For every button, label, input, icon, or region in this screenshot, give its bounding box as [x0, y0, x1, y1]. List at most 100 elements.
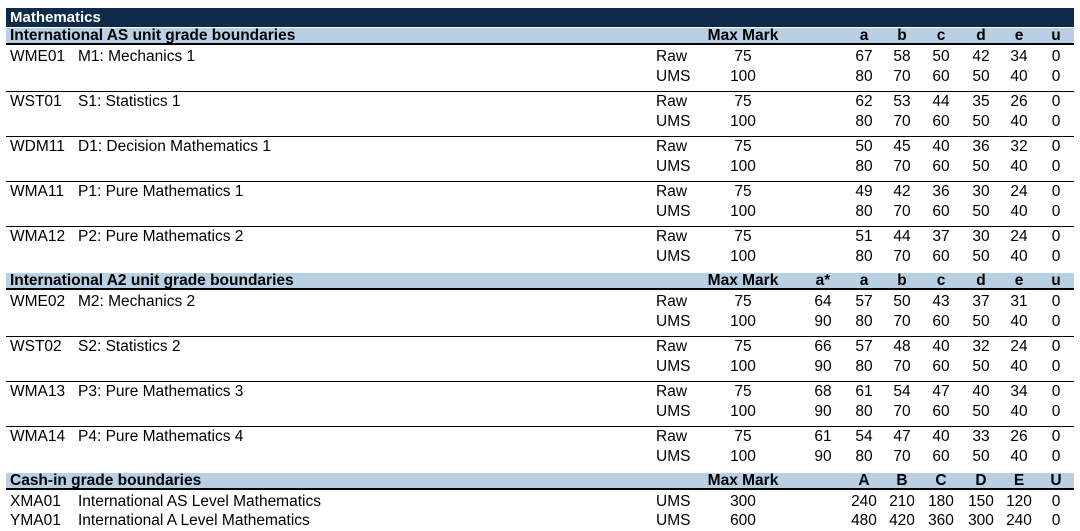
grade-value: 70 [893, 403, 911, 420]
grade-value: 80 [855, 203, 873, 220]
grade-value: 60 [932, 248, 950, 265]
grade-value: 50 [932, 48, 950, 65]
grade-value: 47 [893, 428, 911, 445]
grade-value: 62 [855, 93, 873, 110]
grade-value: 50 [972, 403, 990, 420]
grade-value: 70 [893, 313, 911, 330]
grade-value: 40 [1010, 158, 1028, 175]
grade-value: 50 [893, 293, 911, 310]
unit-name: M1: Mechanics 1 [78, 48, 196, 65]
mark-type: UMS [656, 68, 691, 85]
grade-value: 53 [893, 93, 911, 110]
max-mark: 100 [730, 358, 756, 375]
unit-code: WDM11 [10, 138, 65, 155]
grade-value: 32 [1010, 138, 1028, 155]
grade-value: 0 [1051, 138, 1061, 155]
unit-code: WMA13 [10, 383, 66, 400]
grade-value: 80 [855, 358, 873, 375]
grade-value: 90 [814, 448, 832, 465]
grade-value: 47 [932, 383, 950, 400]
grade-value: 35 [972, 93, 990, 110]
mark-type: Raw [656, 428, 688, 445]
mark-type: UMS [656, 313, 691, 330]
grade-value: 70 [893, 203, 911, 220]
mark-type: UMS [656, 113, 691, 130]
mark-type: UMS [656, 358, 691, 375]
grade-value: 0 [1051, 493, 1061, 510]
max-mark: 100 [730, 203, 756, 220]
section-header [6, 273, 1074, 290]
grade-value: 49 [855, 183, 873, 200]
grade-value: 90 [814, 313, 832, 330]
grade-value: 44 [932, 93, 950, 110]
grade-value: 40 [1010, 403, 1028, 420]
max-mark: 100 [730, 68, 756, 85]
grade-value: 61 [814, 428, 832, 445]
mark-type: Raw [656, 138, 688, 155]
mark-type: Raw [656, 228, 688, 245]
max-mark-header: Max Mark [707, 27, 779, 44]
grade-value: 36 [932, 183, 950, 200]
grade-value: 50 [972, 203, 990, 220]
grade-header: E [1013, 472, 1025, 489]
grade-value: 120 [1006, 493, 1032, 510]
grade-value: 70 [893, 448, 911, 465]
grade-value: 50 [972, 448, 990, 465]
grade-value: 60 [932, 203, 950, 220]
grade-value: 33 [972, 428, 990, 445]
grade-value: 40 [1010, 248, 1028, 265]
qualification-code: YMA01 [10, 512, 61, 529]
grade-value: 57 [855, 293, 873, 310]
grade-value: 60 [932, 158, 950, 175]
max-mark: 100 [730, 158, 756, 175]
grade-value: 45 [893, 138, 911, 155]
section-header [6, 28, 1074, 45]
grade-value: 0 [1051, 512, 1061, 529]
grade-value: 420 [889, 512, 915, 529]
grade-value: 40 [1010, 113, 1028, 130]
unit-code: WME01 [10, 48, 66, 65]
grade-value: 40 [972, 383, 990, 400]
unit-code: WMA11 [10, 183, 64, 200]
mark-type: UMS [656, 512, 691, 529]
grade-value: 40 [1010, 203, 1028, 220]
grade-value: 60 [932, 448, 950, 465]
grade-value: 61 [855, 383, 873, 400]
grade-value: 50 [972, 68, 990, 85]
row-divider [6, 181, 1074, 182]
grade-value: 0 [1051, 93, 1061, 110]
max-mark: 600 [730, 512, 756, 529]
grade-value: 70 [893, 68, 911, 85]
grade-header: b [897, 272, 907, 289]
grade-value: 26 [1010, 428, 1028, 445]
grade-value: 54 [893, 383, 911, 400]
row-divider [6, 226, 1074, 227]
grade-value: 24 [1010, 338, 1028, 355]
grade-value: 50 [972, 358, 990, 375]
grade-value: 40 [932, 428, 950, 445]
grade-value: 150 [968, 493, 994, 510]
grade-value: 58 [893, 48, 911, 65]
grade-value: 0 [1051, 248, 1061, 265]
grade-value: 0 [1051, 403, 1061, 420]
max-mark: 75 [734, 93, 752, 110]
mark-type: Raw [656, 383, 688, 400]
grade-header: a* [815, 272, 831, 289]
unit-code: WST01 [10, 93, 62, 110]
mark-type: UMS [656, 158, 691, 175]
grade-value: 51 [855, 228, 873, 245]
max-mark: 75 [734, 338, 752, 355]
grade-header: b [897, 27, 907, 44]
qualification-name: International AS Level Mathematics [78, 493, 321, 510]
grade-value: 0 [1051, 203, 1061, 220]
section-header [6, 473, 1074, 490]
grade-value: 36 [972, 138, 990, 155]
grade-value: 80 [855, 68, 873, 85]
grade-value: 210 [889, 493, 915, 510]
grade-value: 31 [1010, 293, 1028, 310]
grade-value: 43 [932, 293, 950, 310]
grade-value: 300 [968, 512, 994, 529]
max-mark: 100 [730, 403, 756, 420]
grade-value: 0 [1051, 48, 1061, 65]
grade-value: 180 [928, 493, 954, 510]
